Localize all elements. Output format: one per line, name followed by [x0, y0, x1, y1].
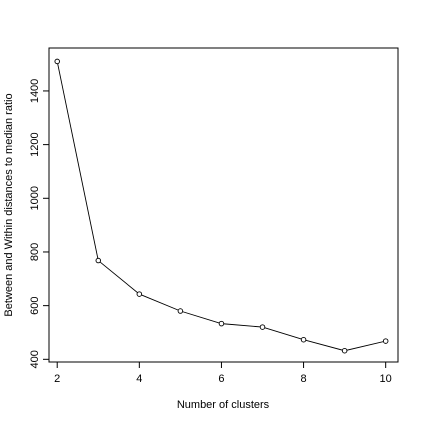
x-tick-label: 4	[136, 373, 142, 385]
data-point	[54, 58, 60, 65]
data-point	[259, 324, 266, 330]
data-point	[341, 347, 348, 354]
data-point	[177, 308, 184, 314]
x-tick-label: 2	[54, 373, 60, 385]
y-axis-title: Between and Within distances to median r…	[3, 93, 15, 316]
y-tick-label: 1400	[29, 79, 41, 103]
plot-frame	[48, 47, 399, 363]
x-tick-label: 6	[218, 373, 224, 385]
chart-marks: 2 4 6 8 10 400 600 800 1000 1200 1400	[29, 58, 392, 385]
x-tick-label: 8	[301, 373, 307, 385]
data-point	[136, 291, 143, 297]
y-tick-label: 800	[29, 243, 41, 261]
y-tick-label: 1200	[29, 132, 41, 156]
data-point	[95, 257, 102, 264]
data-point	[382, 338, 389, 344]
y-tick-label: 400	[29, 350, 41, 368]
x-axis-title: Number of clusters	[177, 399, 270, 411]
y-tick-label: 600	[29, 296, 41, 314]
data-point	[300, 336, 307, 343]
y-tick-label: 1000	[29, 186, 41, 210]
series-line	[56, 61, 386, 352]
data-point	[218, 320, 225, 327]
x-tick-label: 10	[380, 373, 392, 385]
